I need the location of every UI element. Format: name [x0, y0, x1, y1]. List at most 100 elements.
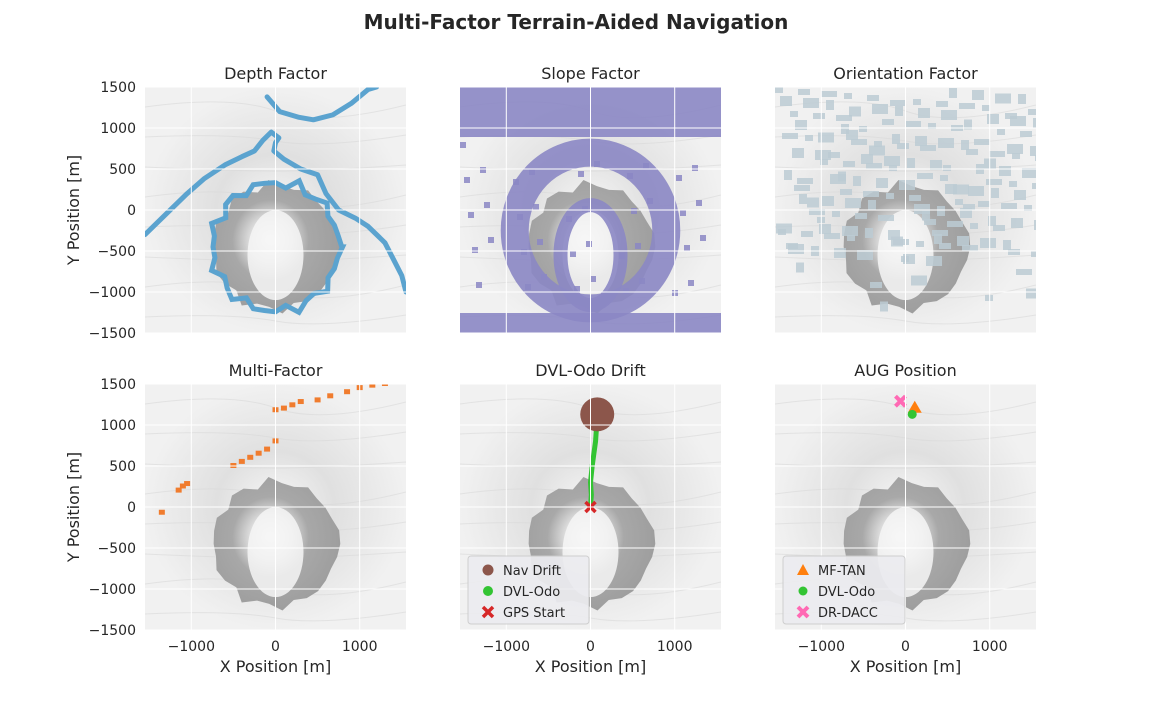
y-tick-label: −500 [98, 541, 136, 557]
multi-factor-point [247, 454, 254, 460]
orientation-patch [943, 165, 951, 171]
orientation-patch [836, 115, 852, 121]
legend-label: MF-TAN [818, 564, 866, 579]
orientation-patch [880, 301, 888, 312]
slope-patch [570, 251, 576, 257]
orientation-patch [936, 101, 948, 107]
orientation-patch [997, 129, 1005, 135]
dr-dacc-marker [894, 394, 907, 408]
multi-factor-point [381, 384, 388, 386]
slope-patch [684, 245, 690, 251]
y-tick-label: 1500 [100, 377, 136, 393]
orientation-patch [1001, 203, 1017, 209]
multi-factor-point [289, 402, 296, 408]
orientation-patch [892, 134, 900, 144]
orientation-patch [830, 174, 846, 184]
orientation-patch [980, 238, 996, 248]
slope-patch [680, 210, 686, 216]
orientation-patch [822, 196, 834, 206]
multi-factor-point [369, 384, 376, 388]
orientation-patch [897, 143, 909, 149]
orientation-patch [876, 178, 888, 188]
legend-label: DR-DACC [818, 606, 878, 621]
y-tick-label: 1000 [100, 121, 136, 137]
legend-label: DVL-Odo [818, 585, 875, 600]
orientation-patch [1008, 249, 1020, 255]
orientation-patch [988, 216, 996, 226]
orientation-patch [882, 119, 894, 125]
orientation-patch [970, 223, 978, 229]
figure-title: Multi-Factor Terrain-Aided Navigation [363, 10, 789, 34]
slope-patch [696, 200, 702, 206]
legend-dr-dacc-marker [796, 605, 810, 619]
orientation-patch [974, 139, 990, 145]
orientation-patch [821, 91, 837, 97]
orientation-patch [993, 225, 1005, 231]
orientation-patch [963, 204, 975, 210]
orientation-patch [982, 105, 990, 111]
orientation-patch [920, 145, 936, 151]
legend-gps-start-marker [481, 605, 495, 619]
orientation-patch [1007, 144, 1023, 154]
orientation-patch [955, 199, 963, 205]
orientation-patch [1024, 205, 1032, 211]
slope-patch [541, 274, 547, 280]
orientation-patch [1032, 183, 1036, 189]
orientation-patch [928, 123, 936, 129]
orientation-patch [799, 194, 807, 204]
slope-patch [627, 173, 633, 179]
orientation-patch [842, 226, 858, 236]
orientation-patch [784, 170, 792, 180]
slope-patch [513, 179, 519, 185]
y-tick-label: 500 [109, 459, 136, 475]
orientation-patch [911, 275, 927, 286]
orientation-patch [961, 140, 969, 150]
orientation-patch [863, 191, 879, 197]
slope-patch [521, 249, 527, 255]
orientation-patch [867, 95, 879, 101]
orientation-patch [815, 150, 831, 160]
depth-contour-line [145, 129, 406, 295]
orientation-patch [1030, 146, 1036, 156]
slope-patch [529, 169, 535, 175]
orientation-patch [775, 87, 783, 93]
orientation-patch [945, 184, 957, 194]
x-tick-label: 0 [586, 639, 595, 655]
orientation-patch [978, 201, 990, 207]
orientation-patch [828, 152, 840, 158]
orientation-patch [889, 165, 897, 171]
legend-dvl-odo-marker [798, 586, 808, 596]
orientation-patch [819, 224, 831, 234]
slope-patch [484, 202, 490, 208]
panel-0: Depth Factor 1500 1000 500 0 −500 −1000 −1500 Y … [64, 64, 406, 342]
slope-patch [533, 204, 539, 210]
orientation-patch [941, 110, 957, 120]
orientation-patch [874, 141, 882, 147]
multi-factor-point [175, 487, 182, 493]
slope-patch [635, 243, 641, 249]
orientation-patch [938, 138, 954, 148]
orientation-patch [794, 185, 810, 191]
slope-patch [537, 239, 543, 245]
orientation-patch [915, 136, 927, 146]
slope-patch [582, 206, 588, 212]
slope-patch [488, 237, 494, 243]
orientation-patch [865, 228, 873, 238]
orientation-patch [888, 230, 900, 240]
y-tick-label: −1000 [89, 285, 136, 301]
multi-factor-point [179, 483, 186, 489]
panel-title: Orientation Factor [833, 64, 978, 83]
multi-factor-point [280, 405, 287, 411]
panel-title: Depth Factor [224, 64, 327, 83]
y-axis-label: Y Position [m] [64, 452, 83, 563]
multi-factor-point [255, 450, 262, 456]
y-tick-label: 0 [127, 500, 136, 516]
orientation-patch [859, 126, 867, 132]
orientation-patch [805, 135, 813, 141]
panel-3: Multi-Factor 1500 1000 500 0 −500 −1000 −1500 Y … [64, 361, 406, 676]
orientation-patch [797, 178, 813, 184]
orientation-patch [866, 163, 882, 169]
orientation-patch [1014, 190, 1026, 200]
orientation-patch [824, 233, 840, 239]
